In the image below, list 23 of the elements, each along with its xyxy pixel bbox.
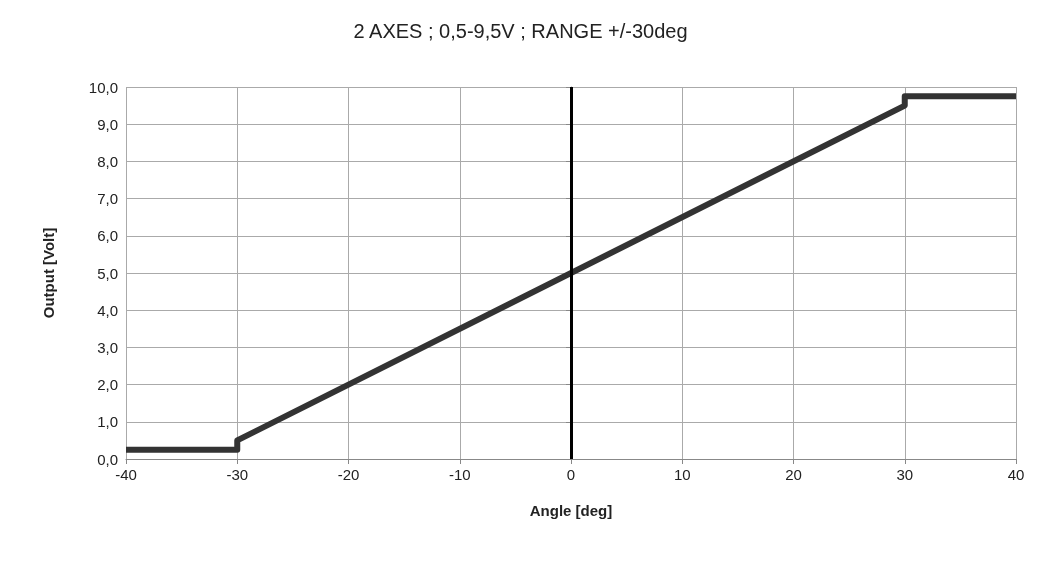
x-axis-title: Angle [deg] bbox=[529, 502, 613, 519]
x-tick-label: -20 bbox=[337, 466, 360, 483]
y-tick-label: 4,0 bbox=[97, 301, 118, 319]
y-tick-label: 0,0 bbox=[97, 450, 118, 468]
y-tick-label: 2,0 bbox=[97, 376, 118, 394]
y-tick-label: 1,0 bbox=[97, 413, 118, 431]
y-axis-title: Output [Volt] bbox=[40, 227, 57, 319]
chart-title: 2 AXES ; 0,5-9,5V ; RANGE +/-30deg bbox=[353, 20, 688, 42]
x-tick-label: 40 bbox=[1007, 466, 1025, 483]
x-tick-label: 10 bbox=[673, 466, 691, 483]
x-tick-label: -40 bbox=[115, 466, 137, 483]
x-tick-label: 20 bbox=[785, 466, 802, 483]
y-tick-label: 9,0 bbox=[97, 115, 118, 133]
y-tick-label: 7,0 bbox=[97, 190, 118, 208]
y-tick-label: 5,0 bbox=[97, 264, 118, 282]
y-tick-label: 8,0 bbox=[97, 152, 118, 170]
y-tick-label: 6,0 bbox=[97, 227, 118, 245]
y-tick-label: 10,0 bbox=[88, 78, 118, 96]
x-tick-label: -30 bbox=[226, 466, 249, 483]
x-tick-label: 30 bbox=[896, 466, 914, 483]
y-tick-label: 3,0 bbox=[97, 338, 118, 356]
x-tick-label: -10 bbox=[448, 466, 471, 483]
x-tick-label: 0 bbox=[566, 466, 576, 483]
